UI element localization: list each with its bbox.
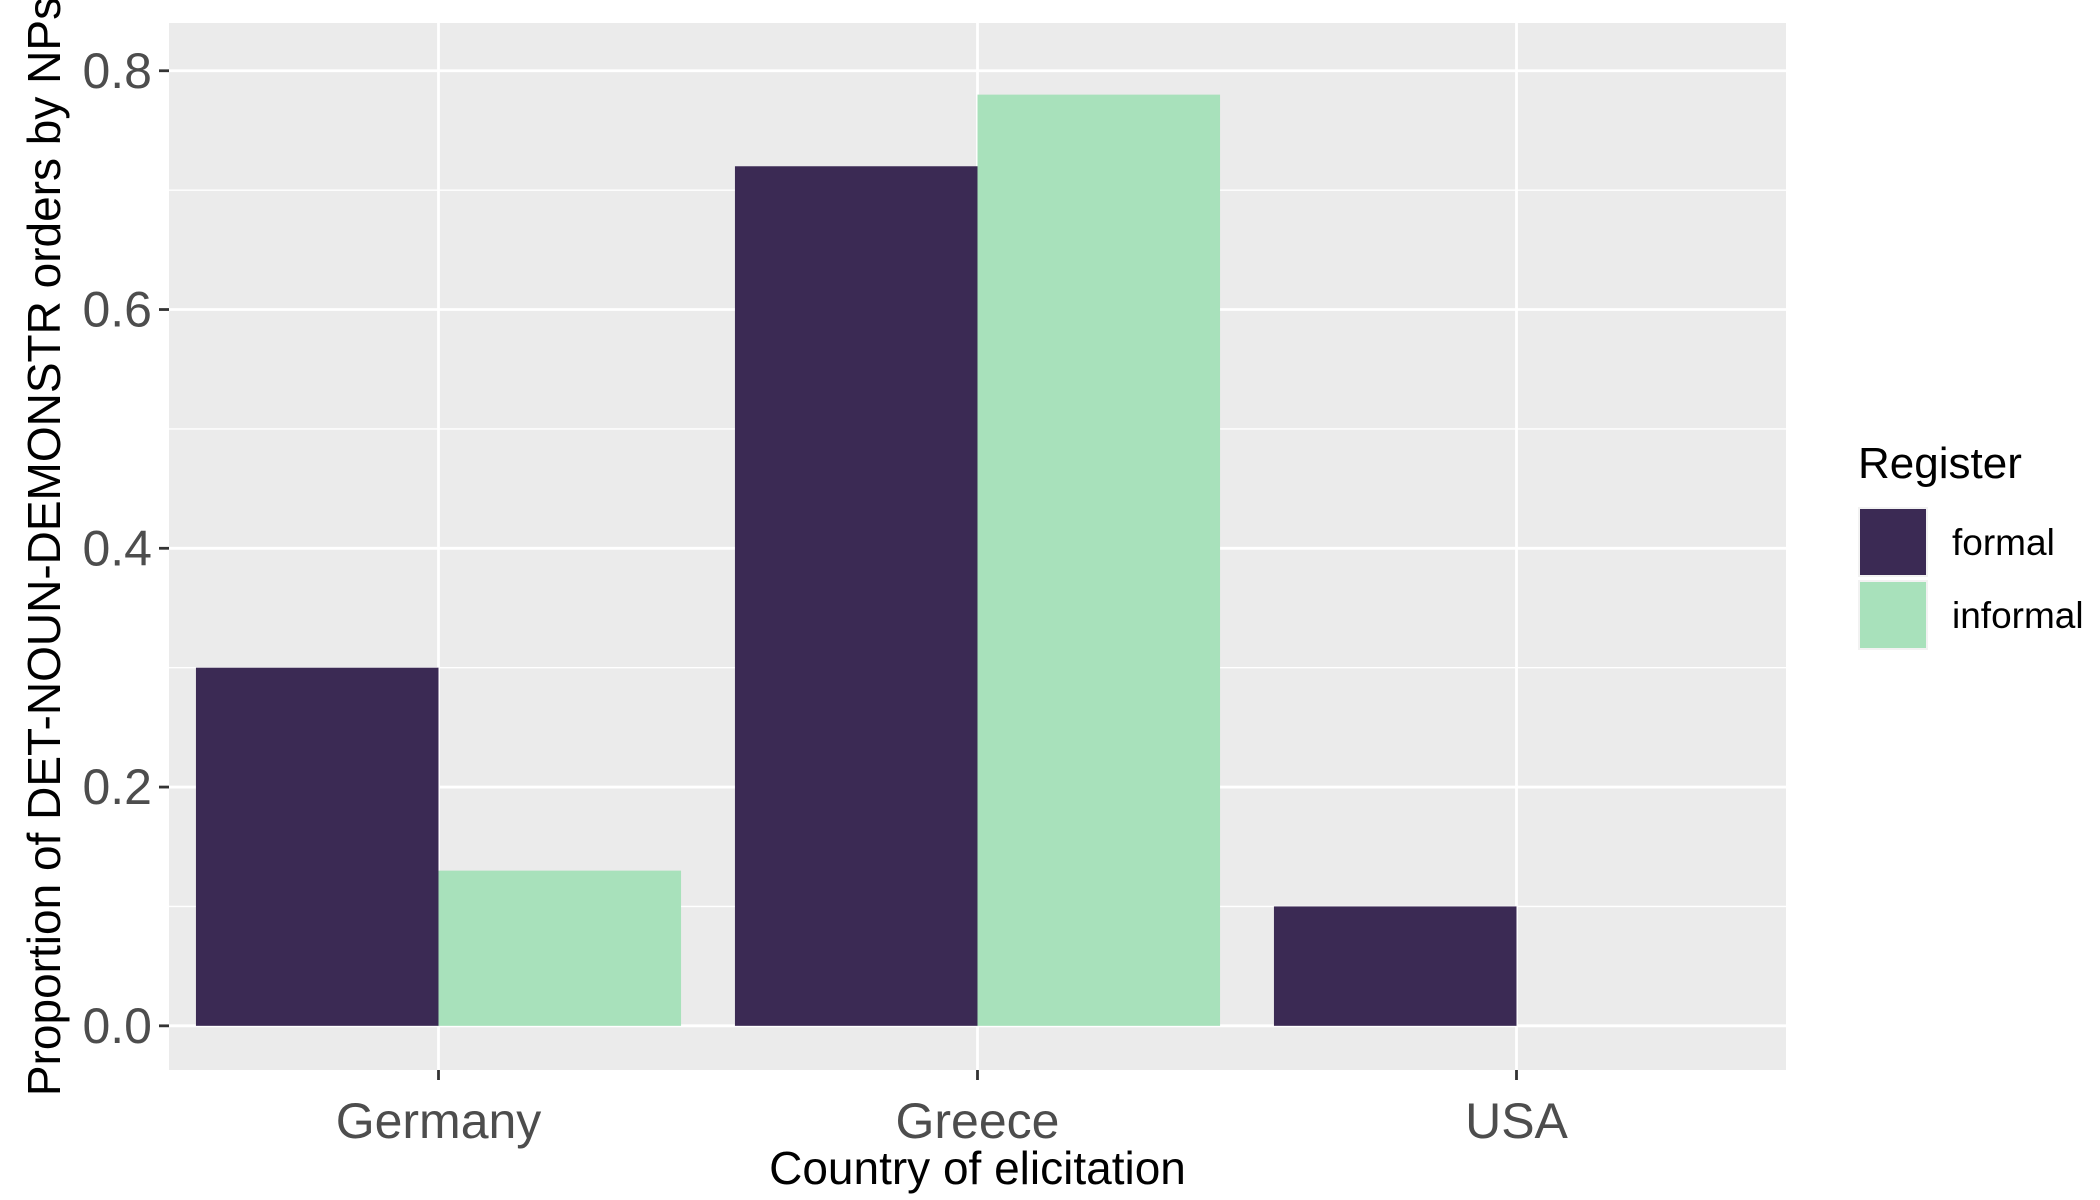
y-tick-label: 0.8 — [82, 43, 152, 99]
legend-label-formal: formal — [1952, 522, 2055, 563]
x-tick-label: Greece — [896, 1093, 1060, 1149]
bar-formal-usa — [1273, 906, 1517, 1026]
legend-label-informal: informal — [1952, 595, 2084, 636]
y-tick-label: 0.0 — [82, 998, 152, 1054]
y-axis-title: Proportion of DET-NOUN-DEMONSTR orders b… — [18, 0, 70, 1096]
legend-key-formal — [1860, 509, 1926, 575]
bar-formal-germany — [195, 667, 439, 1026]
legend-key-informal — [1860, 582, 1926, 648]
legend-title: Register — [1858, 439, 2022, 488]
y-axis-ticks: 0.0 0.2 0.4 0.6 0.8 — [82, 43, 169, 1054]
x-tick-label: Germany — [336, 1093, 542, 1149]
x-axis-title: Country of elicitation — [769, 1142, 1186, 1194]
bar-formal-greece — [734, 166, 978, 1026]
y-tick-label: 0.4 — [82, 520, 152, 576]
x-tick-label: USA — [1465, 1093, 1568, 1149]
bar-informal-greece — [977, 94, 1221, 1026]
y-tick-label: 0.2 — [82, 759, 152, 815]
x-axis-ticks: Germany Greece USA — [336, 1070, 1569, 1149]
bar-informal-germany — [438, 870, 682, 1026]
bars — [195, 94, 1517, 1026]
legend: Register formal informal — [1858, 439, 2084, 650]
y-tick-label: 0.6 — [82, 282, 152, 338]
